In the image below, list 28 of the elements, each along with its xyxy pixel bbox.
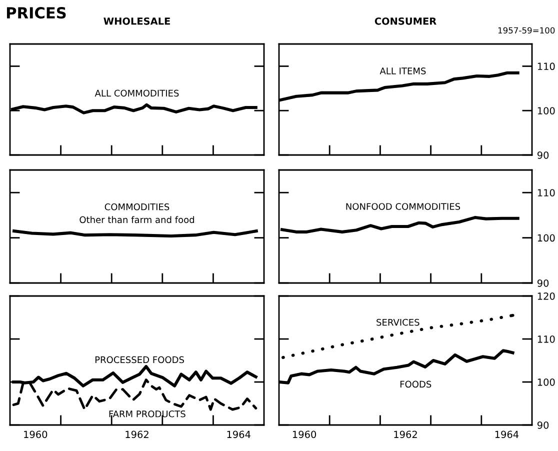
y-tick-label: 100: [538, 234, 555, 242]
y-tick-label: 90: [537, 279, 549, 287]
y-tick-label: 120: [538, 292, 555, 300]
series-label: FARM PRODUCTS: [109, 410, 186, 418]
series-label: ALL COMMODITIES: [94, 90, 179, 97]
y-tick-label: 110: [538, 189, 555, 196]
chart-title: CONSUMER: [374, 17, 436, 25]
y-tick-label: 100: [538, 378, 555, 386]
x-tick-label: 1964: [495, 430, 519, 438]
series-label: COMMODITIES Other than farm and food: [80, 203, 194, 224]
series-label: PROCESSED FOODS: [95, 356, 184, 364]
x-tick-label: 1962: [394, 430, 417, 438]
x-tick-label: 1964: [227, 430, 250, 438]
chart-title: WHOLESALE: [104, 17, 170, 25]
x-tick-label: 1960: [24, 430, 48, 438]
text: PRICES: [6, 7, 66, 19]
x-tick-label: 1960: [292, 430, 316, 438]
x-tick-label: 1962: [126, 430, 148, 438]
series-label: NONFOOD COMMODITIES: [346, 203, 460, 210]
y-tick-label: 100: [538, 107, 555, 114]
y-tick-label: 90: [537, 421, 549, 429]
y-tick-label: 90: [537, 151, 549, 159]
series-label: ALL ITEMS: [380, 68, 426, 74]
series-label: SERVICES: [376, 318, 420, 326]
y-tick-label: 110: [538, 335, 555, 343]
series-label: FOODS: [400, 380, 432, 388]
y-tick-label: 110: [538, 62, 555, 70]
text: 1957-59=100: [498, 27, 555, 34]
